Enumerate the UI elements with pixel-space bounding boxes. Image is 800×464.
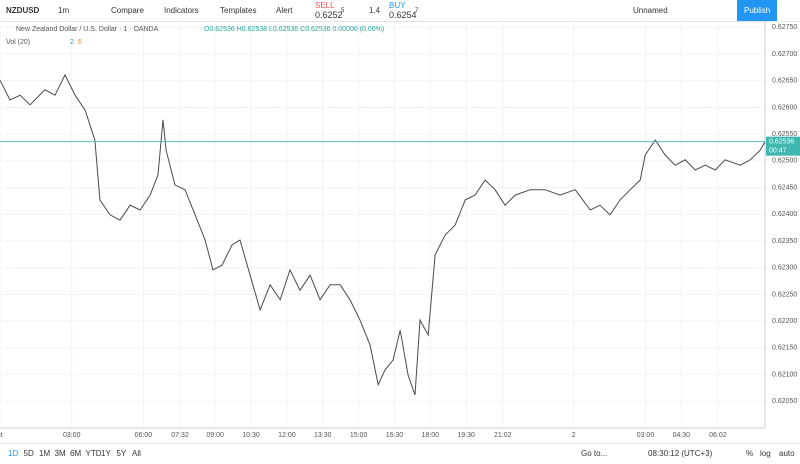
range-button[interactable]: 6M (70, 449, 82, 458)
interval[interactable]: 1m (58, 6, 70, 15)
x-tick-label: 10:30 (242, 432, 260, 439)
chart: New Zealand Dollar / U.S. Dollar · 1 · O… (0, 22, 800, 439)
y-tick-label: 0.62650 (772, 78, 797, 85)
sell-sup: 5 (341, 8, 345, 14)
bottom-bar: Go to... 08:30:12 (UTC+3) % log auto 1D 5… (0, 443, 800, 464)
y-tick-label: 0.62200 (772, 318, 797, 325)
x-tick-label: 19:30 (457, 432, 475, 439)
x-tick-label: 06:02 (709, 432, 727, 439)
log[interactable]: log (760, 449, 771, 458)
x-tick-label: 07:32 (171, 432, 189, 439)
compare[interactable]: Compare (111, 6, 144, 15)
range-button[interactable]: YTD (85, 449, 102, 458)
x-tick-label: 06:00 (135, 432, 153, 439)
y-tick-label: 0.62700 (772, 51, 797, 58)
volume-a: 2 (70, 39, 74, 46)
last-price-label: 0.62536 (769, 139, 794, 146)
spread: 1.4 (369, 6, 381, 15)
x-tick-label: 03:00 (637, 432, 655, 439)
indicators[interactable]: Indicators (164, 6, 199, 15)
alert[interactable]: Alert (276, 6, 293, 15)
buy-sup: 7 (415, 8, 419, 14)
x-tick-label: 16:30 (386, 432, 404, 439)
range-button[interactable]: 1Y (101, 449, 111, 458)
range-button[interactable]: 3M (54, 449, 66, 458)
templates[interactable]: Templates (220, 6, 257, 15)
range-button[interactable]: 5Y (116, 449, 127, 458)
x-tick-label: 03:00 (63, 432, 81, 439)
y-tick-label: 0.62600 (772, 104, 797, 111)
volume-b: 6 (78, 39, 82, 46)
x-tick-label: 21:02 (494, 432, 512, 439)
instrument: New Zealand Dollar / U.S. Dollar · 1 · O… (16, 26, 159, 33)
y-tick-label: 0.62550 (772, 131, 797, 138)
publish-button[interactable] (737, 0, 777, 21)
sell-label[interactable]: SELL (315, 1, 335, 10)
range-button[interactable]: 1D (8, 449, 19, 458)
last-price-box (766, 136, 800, 156)
buy-price[interactable]: 0.6254 (389, 10, 417, 20)
sell-price[interactable]: 0.6252 (315, 10, 343, 20)
x-tick-label: ct (0, 432, 3, 439)
volume-label: Vol (20) (6, 39, 30, 46)
range-button[interactable]: All (132, 449, 141, 458)
publish[interactable]: Publish (744, 6, 771, 15)
y-tick-label: 0.62100 (772, 371, 797, 378)
x-tick-label: 09:00 (206, 432, 224, 439)
y-tick-label: 0.62450 (772, 184, 797, 191)
ohlc: O0.62536 H0.62538 L0.62536 C0.62536 0.00… (204, 26, 384, 33)
toolbar: NZDUSD 1m Compare Indicators Templates A… (0, 0, 800, 22)
y-tick-label: 0.62400 (772, 211, 797, 218)
range-button[interactable]: 5D (23, 449, 34, 458)
x-tick-label: 13:30 (314, 432, 332, 439)
x-tick-label: 15:00 (350, 432, 368, 439)
percent[interactable]: % (746, 449, 754, 458)
goto[interactable]: Go to... (581, 449, 608, 458)
x-tick-label: 2 (572, 432, 576, 439)
y-tick-label: 0.62750 (772, 24, 797, 31)
countdown: 00:47 (769, 148, 787, 155)
y-tick-label: 0.62150 (772, 345, 797, 352)
x-tick-label: 18:00 (422, 432, 440, 439)
x-tick-label: 12:00 (278, 432, 296, 439)
layout-name[interactable]: Unnamed (633, 6, 668, 15)
range-button[interactable]: 1M (39, 449, 51, 458)
y-tick-label: 0.62500 (772, 158, 797, 165)
y-tick-label: 0.62350 (772, 238, 797, 245)
price-line (0, 73, 766, 396)
clock: 08:30:12 (UTC+3) (648, 449, 713, 458)
symbol[interactable]: NZDUSD (6, 6, 40, 15)
y-tick-label: 0.62300 (772, 265, 797, 272)
x-tick-label: 04:30 (673, 432, 691, 439)
auto[interactable]: auto (779, 449, 795, 458)
y-tick-label: 0.62250 (772, 291, 797, 298)
buy-label[interactable]: BUY (389, 1, 406, 10)
y-tick-label: 0.62050 (772, 398, 797, 405)
